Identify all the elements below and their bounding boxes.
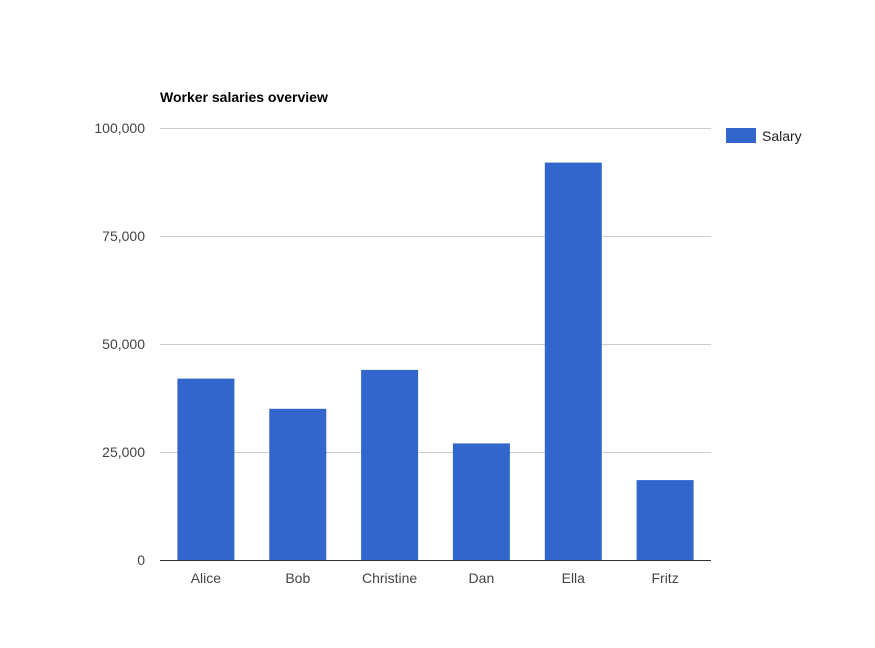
y-tick-label: 100,000 bbox=[94, 120, 145, 136]
y-tick-label: 0 bbox=[137, 552, 145, 568]
bar-dan bbox=[452, 443, 510, 560]
x-tick-label: Bob bbox=[285, 570, 310, 586]
bar-bob bbox=[269, 408, 327, 560]
y-tick-label: 25,000 bbox=[102, 444, 145, 460]
bar-ella bbox=[544, 162, 602, 560]
x-tick-label: Ella bbox=[562, 570, 586, 586]
legend-swatch-salary bbox=[726, 128, 756, 143]
legend: Salary bbox=[726, 128, 802, 144]
y-axis-tick-labels: 0 25,000 50,000 75,000 100,000 bbox=[94, 120, 145, 568]
y-tick-label: 75,000 bbox=[102, 228, 145, 244]
x-tick-label: Fritz bbox=[651, 570, 678, 586]
bar-fritz bbox=[636, 480, 694, 560]
x-tick-label: Christine bbox=[362, 570, 417, 586]
x-axis-tick-labels: Alice Bob Christine Dan Ella Fritz bbox=[191, 570, 679, 586]
bar-alice bbox=[177, 378, 235, 560]
bars bbox=[160, 162, 711, 561]
x-tick-label: Alice bbox=[191, 570, 222, 586]
legend-label-salary: Salary bbox=[762, 128, 802, 144]
y-tick-label: 50,000 bbox=[102, 336, 145, 352]
gridlines bbox=[160, 128, 711, 453]
x-tick-label: Dan bbox=[469, 570, 495, 586]
bar-christine bbox=[361, 369, 419, 560]
chart-title: Worker salaries overview bbox=[160, 89, 328, 105]
